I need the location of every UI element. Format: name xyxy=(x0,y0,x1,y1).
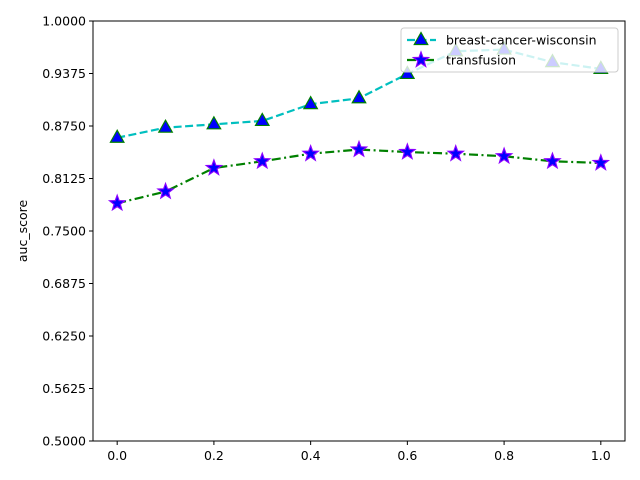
legend-marker-0 xyxy=(413,31,429,46)
y-tick-label: 0.8125 xyxy=(42,171,86,186)
data-point-1-7 xyxy=(446,143,466,162)
data-point-0-2 xyxy=(206,115,222,130)
data-point-1-5 xyxy=(349,139,369,158)
y-axis: 0.5000 0.5625 0.6250 0.6875 0.7500 0.8125 0.87… xyxy=(42,14,93,449)
y-tick-label: 0.7500 xyxy=(42,224,86,239)
data-point-1-3 xyxy=(252,151,272,170)
y-axis-label: auc_score xyxy=(15,200,30,263)
data-point-1-9 xyxy=(543,151,562,170)
x-tick-label: 0.0 xyxy=(107,448,127,463)
x-tick-label: 1.0 xyxy=(591,448,611,463)
legend: breast-cancer-wisconsin transfusion xyxy=(400,27,619,73)
data-point-1-10 xyxy=(591,153,611,171)
legend-box xyxy=(400,27,619,73)
y-tick-label: 0.5000 xyxy=(42,434,86,449)
data-point-1-0 xyxy=(107,193,127,212)
x-axis: 0.0 0.2 0.4 0.6 0.8 1.0 xyxy=(107,441,611,463)
plot-lines xyxy=(116,48,601,205)
axes-frame xyxy=(92,20,626,442)
data-point-0-3 xyxy=(254,112,271,127)
x-tick-label: 0.6 xyxy=(397,448,417,463)
legend-label-1: transfusion xyxy=(446,53,516,68)
series-line-1 xyxy=(116,148,601,205)
y-tick-label: 1.0000 xyxy=(42,14,86,29)
data-point-0-1 xyxy=(157,118,174,133)
y-tick-label: 0.5625 xyxy=(42,381,86,396)
y-tick-label: 0.8750 xyxy=(42,119,86,134)
x-tick-label: 0.4 xyxy=(301,448,321,463)
data-point-1-6 xyxy=(398,142,417,160)
x-tick-label: 0.8 xyxy=(494,448,514,463)
data-point-1-4 xyxy=(301,143,320,162)
data-point-0-0 xyxy=(109,129,125,143)
data-point-0-4 xyxy=(302,95,319,110)
legend-marker-1 xyxy=(411,50,431,68)
data-point-1-1 xyxy=(156,181,175,200)
x-tick-label: 0.2 xyxy=(204,448,224,463)
y-tick-label: 0.6250 xyxy=(42,329,86,344)
data-point-1-2 xyxy=(204,158,224,176)
data-point-0-5 xyxy=(351,89,367,104)
data-point-1-8 xyxy=(494,146,514,165)
y-tick-label: 0.9375 xyxy=(42,66,86,81)
legend-label-0: breast-cancer-wisconsin xyxy=(446,33,597,48)
y-tick-label: 0.6875 xyxy=(42,276,86,291)
